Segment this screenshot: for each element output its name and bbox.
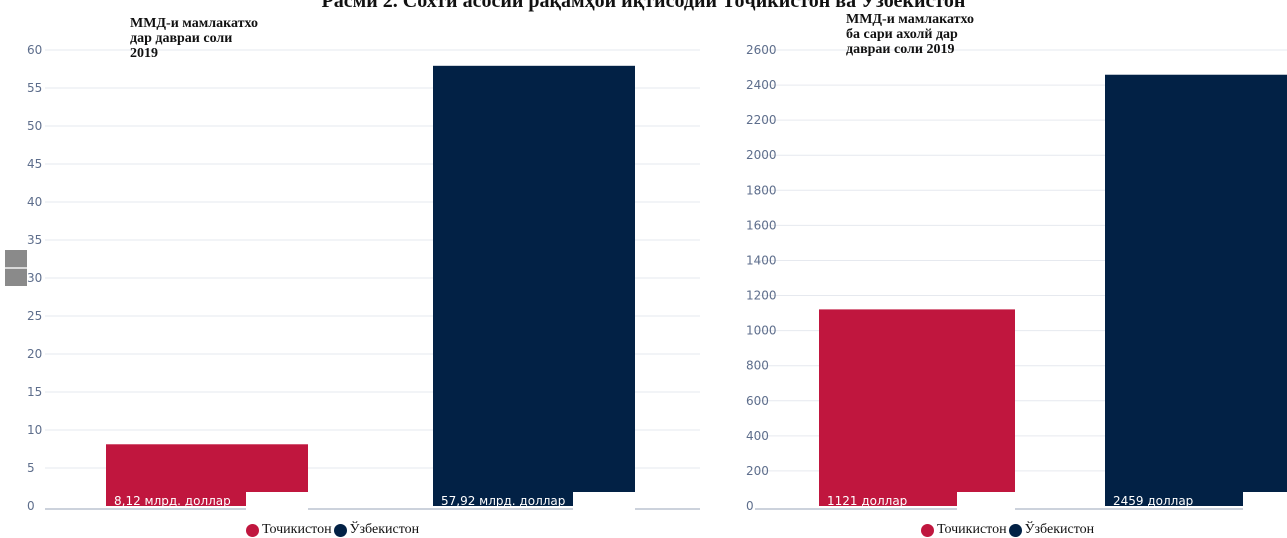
y-tick-label: 1000 (746, 324, 777, 338)
bar-data-label: 8,12 млрд. доллар (114, 494, 231, 508)
legend-dot-tajikistan (246, 523, 259, 537)
label-mask (957, 492, 1015, 510)
chart-title: ММД-и мамлакатхо ба сари ахолй дар давра… (846, 12, 974, 57)
y-tick-label: 40 (27, 195, 42, 209)
legend-item-uzbekistan: Ўзбекистон (333, 522, 420, 538)
y-tick-label: 15 (27, 385, 42, 399)
bar-data-label: 2459 доллар (1113, 494, 1193, 508)
y-tick-label: 5 (27, 461, 35, 475)
legend-item-tajikistan: Точикистон (246, 522, 332, 538)
gdp-per-capita-bar-chart: 0 200 400 600 800 1000 1200 1400 1600 1800 2000 220… (746, 43, 1287, 513)
legend-item-tajikistan: Точикистон (921, 522, 1007, 538)
bar-uzbekistan (433, 65, 635, 507)
y-tick-label: 30 (27, 271, 42, 285)
bar-data-label: 1121 доллар (827, 494, 907, 508)
chart-legend: Точикистон Ўзбекистон (246, 522, 419, 538)
y-tick-label: 2600 (746, 43, 777, 57)
y-tick-label: 55 (27, 81, 42, 95)
y-tick-label: 20 (27, 347, 42, 361)
y-tick-label: 200 (746, 464, 769, 478)
y-tick-label: 25 (27, 309, 42, 323)
y-tick-label: 50 (27, 119, 42, 133)
label-mask (573, 492, 635, 510)
legend-label: Ўзбекистон (349, 522, 420, 537)
y-tick-label: 800 (746, 359, 769, 373)
label-mask (246, 492, 308, 510)
page-title: Расми 2. Сохти асосии рақамҳои иқтисодии… (321, 0, 966, 12)
legend-item-uzbekistan: Ўзбекистон (1008, 522, 1095, 538)
gdp-chart-panel: 0 5 10 15 20 25 30 35 40 45 50 55 60 8,12 млрд. долла… (27, 16, 700, 538)
y-tick-label: 10 (27, 423, 42, 437)
y-tick-label: 2000 (746, 148, 777, 162)
y-tick-label: 1400 (746, 253, 777, 267)
y-tick-label: 0 (746, 499, 754, 513)
y-tick-label: 45 (27, 157, 42, 171)
chart-title: ММД-и мамлакатхо дар давраи соли 2019 (130, 16, 258, 61)
scroll-handle[interactable] (5, 250, 27, 286)
y-tick-label: 1600 (746, 218, 777, 232)
legend-label: Точикистон (937, 522, 1007, 537)
y-tick-label: 2400 (746, 78, 777, 92)
gdp-per-capita-chart-panel: 0 200 400 600 800 1000 1200 1400 1600 1800 2000 220… (705, 0, 1287, 538)
y-tick-label: 2200 (746, 113, 777, 127)
y-tick-label: 35 (27, 233, 42, 247)
legend-dot-uzbekistan (1008, 523, 1022, 537)
y-tick-label: 60 (27, 43, 42, 57)
legend-label: Ўзбекистон (1024, 522, 1095, 537)
legend-dot-tajikistan (921, 523, 934, 537)
gdp-bar-chart: 0 5 10 15 20 25 30 35 40 45 50 55 60 8,12 млрд. долла… (27, 43, 700, 513)
y-tick-label: 1200 (746, 289, 777, 303)
y-tick-label: 400 (746, 429, 769, 443)
y-tick-label: 600 (746, 394, 769, 408)
label-mask (1243, 492, 1287, 510)
y-tick-label: 0 (27, 499, 35, 513)
bar-data-label: 57,92 млрд. доллар (441, 494, 565, 508)
bar-uzbekistan (1105, 74, 1287, 506)
y-tick-label: 1800 (746, 183, 777, 197)
chart-legend: Точикистон Ўзбекистон (921, 522, 1094, 538)
legend-dot-uzbekistan (333, 523, 347, 537)
legend-label: Точикистон (262, 522, 332, 537)
bar-tajikistan (819, 309, 1015, 506)
